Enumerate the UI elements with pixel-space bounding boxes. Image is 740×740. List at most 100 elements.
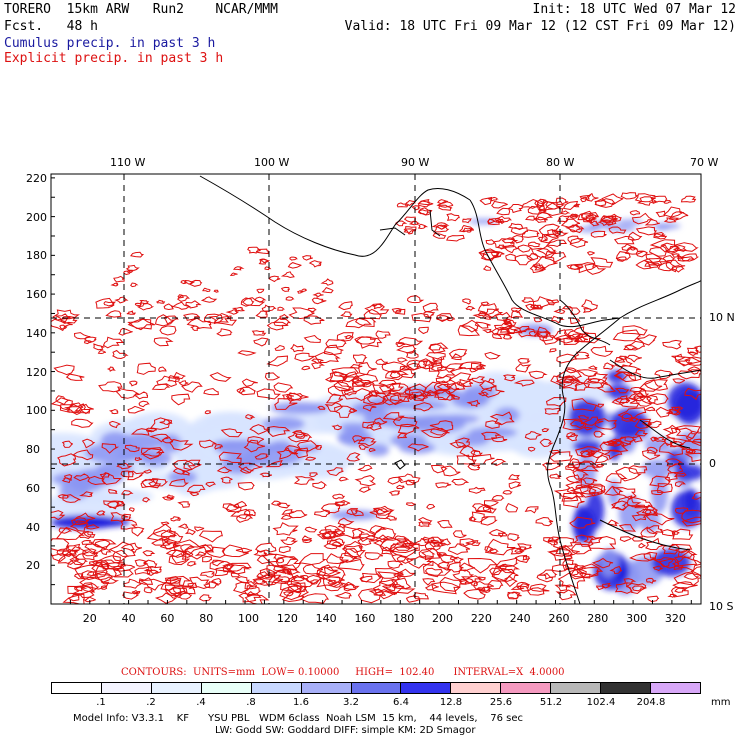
color-bar-level: .1 — [96, 697, 106, 708]
precip-contour — [557, 215, 571, 223]
precip-contour — [358, 533, 375, 543]
precip-contour — [59, 324, 68, 330]
precip-contour — [74, 403, 94, 415]
precip-contour — [617, 407, 647, 420]
precip-contour — [108, 488, 118, 494]
precip-contour — [149, 417, 173, 430]
precip-contour — [613, 371, 637, 383]
precip-contour — [387, 560, 404, 569]
color-bar-swatch — [201, 683, 252, 693]
x-tick-label: 240 — [509, 612, 531, 625]
precip-contour — [594, 418, 618, 430]
precip-contour — [580, 196, 588, 203]
precip-contour — [590, 345, 614, 357]
precip-contour — [646, 446, 659, 454]
precip-contour — [596, 463, 605, 468]
precip-contour — [394, 308, 406, 315]
precip-contour — [199, 439, 217, 449]
precip-contour — [186, 561, 197, 567]
precip-contour — [385, 370, 409, 381]
precip-contour — [658, 558, 680, 569]
precip-contour — [171, 549, 187, 564]
precip-contour — [635, 259, 658, 270]
precip-contour — [266, 355, 289, 367]
precip-contour — [573, 203, 581, 208]
x-tick-label: 320 — [664, 612, 686, 625]
precip-contour — [498, 564, 520, 574]
precip-contour — [222, 544, 249, 558]
precip-contour — [429, 539, 440, 548]
precip-contour — [615, 251, 631, 261]
y-tick-label: 80 — [26, 443, 40, 457]
precip-contour — [182, 313, 201, 321]
precip-contour — [372, 384, 395, 394]
precip-contour — [80, 570, 99, 579]
precip-contour — [681, 509, 701, 524]
precip-contour — [82, 551, 99, 561]
precip-contour — [503, 320, 513, 325]
precip-shade — [270, 402, 330, 414]
precip-contour — [237, 481, 256, 491]
precip-contour — [611, 500, 628, 511]
precip-contour — [216, 328, 233, 337]
precip-contour — [185, 300, 202, 309]
precip-contour — [397, 336, 424, 346]
precip-contour — [470, 450, 483, 457]
precip-contour — [67, 583, 94, 595]
precip-contour — [424, 567, 444, 578]
color-bar-swatch — [251, 683, 302, 693]
precip-contour — [222, 503, 240, 512]
precip-contour — [359, 575, 373, 583]
precip-contour — [67, 559, 84, 570]
precip-contour — [614, 387, 630, 394]
precip-contour — [557, 572, 586, 590]
precip-contour — [323, 344, 344, 356]
precip-contour — [417, 223, 429, 230]
precip-contour — [459, 445, 479, 458]
precip-contour — [510, 310, 524, 319]
precip-contour — [467, 557, 499, 574]
x-tick-label: 140 — [315, 612, 337, 625]
precip-contour — [286, 568, 301, 576]
precip-contour — [560, 218, 581, 228]
precip-contour — [204, 410, 211, 415]
precip-contour — [626, 354, 642, 363]
precip-contour — [375, 330, 391, 339]
precip-contour — [87, 475, 106, 486]
precip-contour — [405, 595, 421, 603]
precip-contour — [136, 302, 155, 311]
y-tick-label: 160 — [26, 288, 47, 302]
precip-contour — [214, 443, 224, 450]
precip-contour — [516, 583, 530, 592]
precip-contour — [449, 556, 464, 563]
precip-contour — [55, 526, 85, 541]
precip-contour — [57, 453, 77, 467]
precip-contour — [360, 380, 373, 385]
precip-contour — [316, 532, 332, 540]
precip-contour — [651, 490, 664, 495]
precip-shade — [653, 222, 681, 229]
precip-contour — [291, 430, 305, 438]
precip-contour — [352, 435, 367, 443]
precip-contour — [94, 555, 121, 570]
precip-contour — [516, 581, 530, 588]
precip-contour — [480, 384, 505, 398]
precip-contour — [276, 447, 298, 460]
precip-contour — [582, 378, 609, 389]
precip-contour — [671, 530, 680, 535]
precip-contour — [241, 378, 258, 387]
precip-contour — [646, 595, 660, 603]
precip-contour — [323, 539, 343, 550]
precip-contour — [413, 402, 434, 412]
precip-contour — [426, 503, 436, 510]
precip-contour — [675, 425, 701, 440]
precip-contour — [126, 310, 137, 315]
precip-contour — [72, 585, 96, 599]
precip-contour — [498, 532, 508, 538]
precip-contour — [203, 387, 219, 396]
precip-contour — [534, 211, 553, 221]
precip-contour — [612, 487, 637, 500]
precip-contour — [687, 366, 701, 375]
precip-contour — [506, 325, 523, 334]
precip-contour — [507, 222, 524, 231]
